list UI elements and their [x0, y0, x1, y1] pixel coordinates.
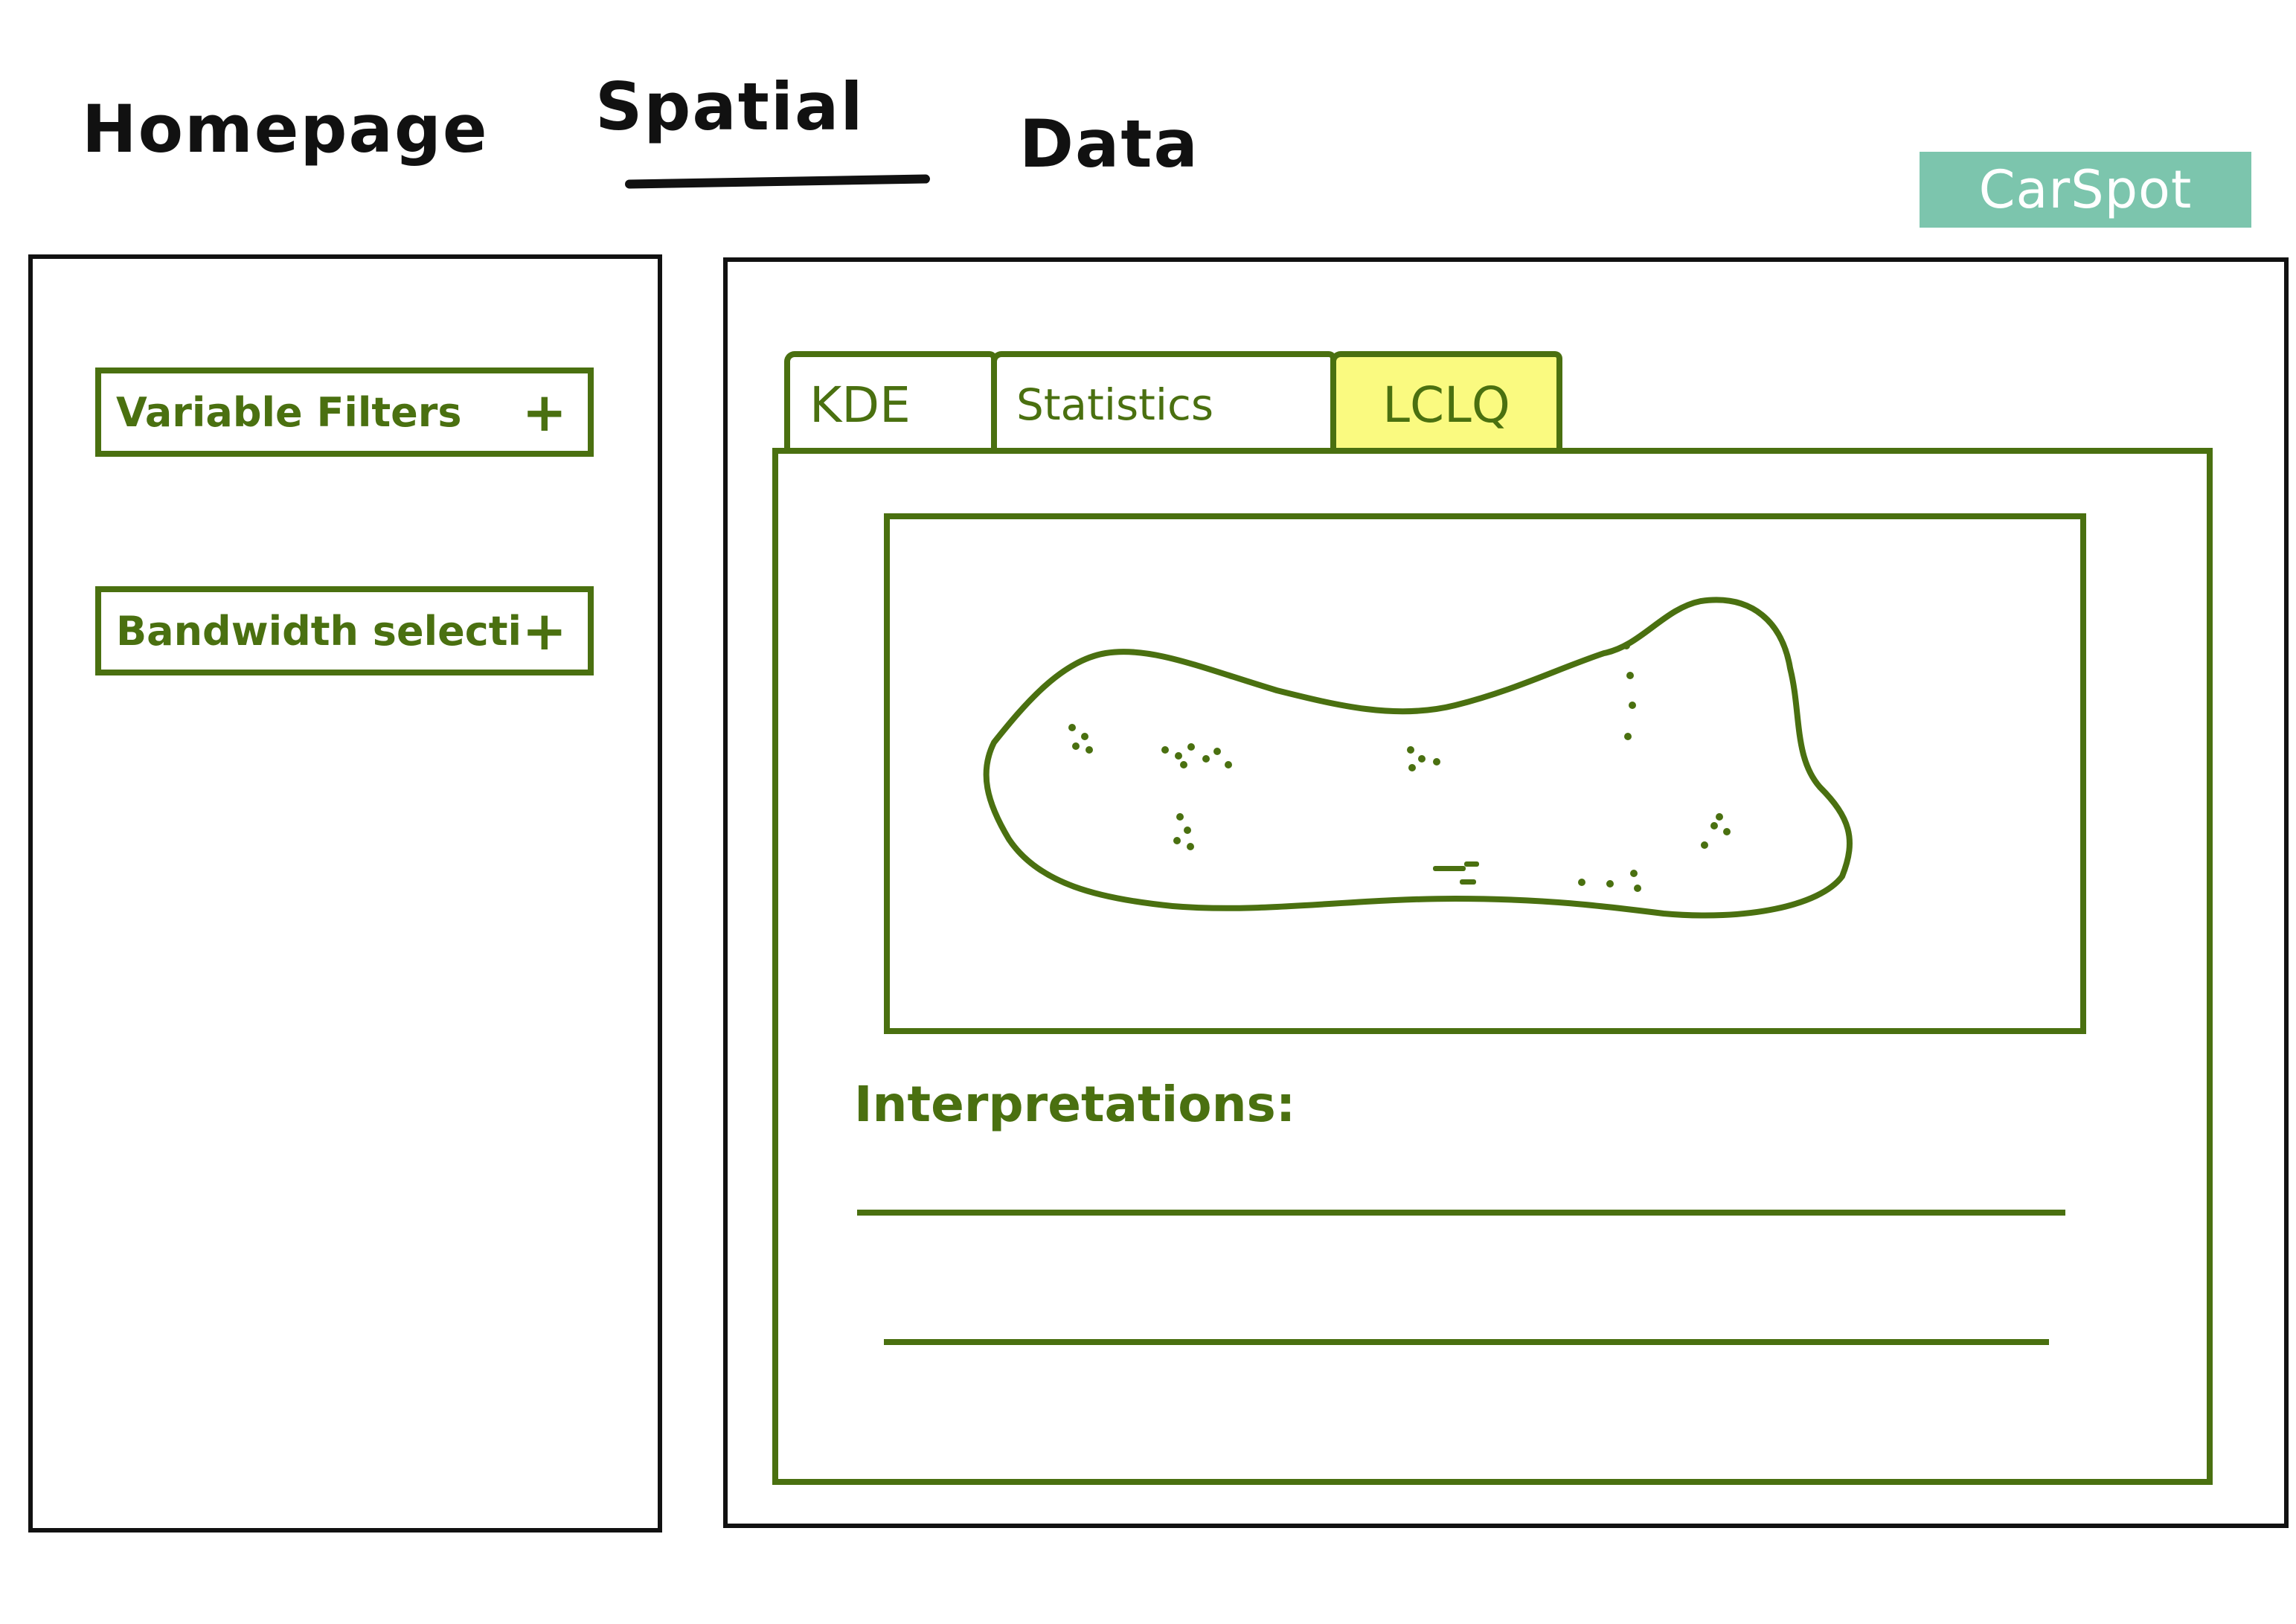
tab-statistics[interactable]: Statistics [991, 351, 1336, 452]
plus-icon: + [522, 381, 567, 443]
nav-active-underline [624, 174, 931, 189]
plus-icon: + [522, 600, 567, 662]
variable-filters-label: Variable Filters [116, 388, 462, 436]
tab-kde[interactable]: KDE [784, 351, 997, 452]
interpretation-line[interactable] [884, 1339, 2049, 1345]
nav-data-link[interactable]: Data [1019, 106, 1199, 182]
data-points [1068, 642, 1731, 892]
sidebar-panel: Variable Filters + Bandwidth selection + [28, 254, 662, 1532]
tab-lclq[interactable]: LCLQ [1330, 351, 1562, 452]
nav-homepage-link[interactable]: Homepage [82, 91, 489, 167]
main-panel: KDE Statistics LCLQ Interpretations: [723, 257, 2289, 1528]
map-view[interactable] [884, 513, 2086, 1034]
bandwidth-selection-button[interactable]: Bandwidth selection + [95, 586, 594, 675]
interpretation-line[interactable] [857, 1210, 2065, 1216]
tab-content-panel: Interpretations: [772, 448, 2213, 1485]
carspot-logo: CarSpot [1920, 152, 2251, 228]
variable-filters-button[interactable]: Variable Filters + [95, 368, 594, 457]
interpretations-label: Interpretations: [854, 1076, 1296, 1133]
bandwidth-selection-label: Bandwidth selection [116, 607, 522, 655]
region-map [983, 597, 1853, 919]
region-outline [983, 597, 1853, 919]
nav-spatial-link[interactable]: Spatial [595, 68, 865, 145]
